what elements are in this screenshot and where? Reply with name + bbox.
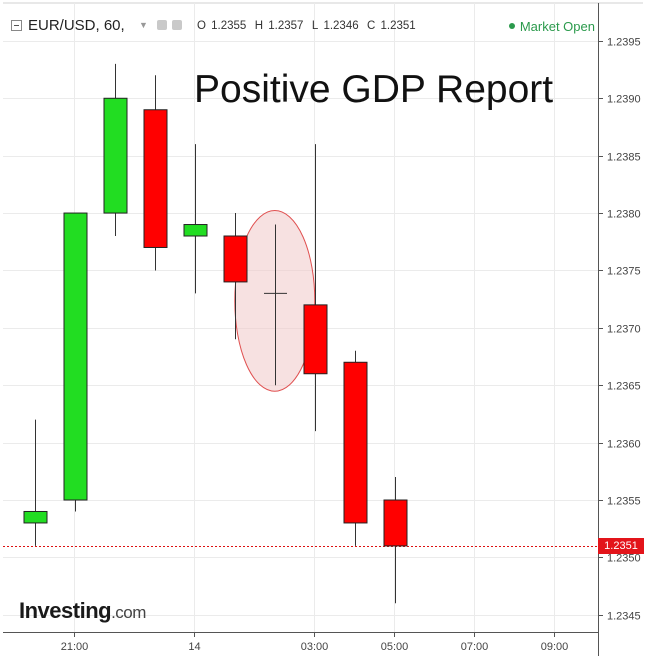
candle — [383, 477, 408, 604]
price-tick-label: 1.2365 — [607, 381, 641, 393]
collapse-icon[interactable] — [11, 20, 22, 31]
time-tick-label: 03:00 — [301, 641, 329, 653]
candles — [3, 63, 598, 604]
candle-body — [63, 212, 88, 501]
price-tick-label: 1.2375 — [607, 266, 641, 278]
logo-text: Investing — [19, 598, 112, 623]
symbol-label[interactable]: EUR/USD, 60, — [28, 17, 125, 34]
price-tick-label: 1.2360 — [607, 439, 641, 451]
eye-icon[interactable] — [157, 20, 167, 30]
candle — [303, 144, 328, 432]
price-tick-label: 1.2350 — [607, 553, 641, 565]
price-axis[interactable]: 1.2345 1.2350 1.2355 1.2360 1.2365 1.2370 1.23… — [598, 37, 641, 623]
time-tick-label: 09:00 — [541, 641, 569, 653]
time-tick-label: 14 — [188, 641, 200, 653]
price-tick-label: 1.2380 — [607, 209, 641, 221]
candle-body — [103, 97, 128, 214]
high-label: H — [254, 20, 264, 32]
low-value: 1.2346 — [323, 20, 359, 32]
status-dot-icon — [508, 23, 515, 29]
candle-body — [223, 235, 248, 283]
candle — [63, 212, 88, 512]
ohlc-readout: O 1.2355 H 1.2357 L 1.2346 C 1.2351 — [197, 20, 418, 32]
price-tick-label: 1.2345 — [607, 611, 641, 623]
time-axis[interactable]: 21:00 14 03:00 05:00 07:00 09:00 — [61, 632, 569, 653]
price-tick-label: 1.2370 — [607, 324, 641, 336]
candle — [343, 350, 368, 546]
market-status-text: Market Open — [519, 19, 595, 34]
last-price-badge: 1.2351 — [598, 538, 644, 554]
annotation-title: Positive GDP Report — [194, 68, 554, 111]
candle — [143, 75, 168, 271]
price-tick-label: 1.2395 — [607, 37, 641, 49]
candle-body — [23, 510, 48, 524]
time-tick-label: 05:00 — [381, 641, 409, 653]
time-tick-label: 21:00 — [61, 641, 89, 653]
price-tick-label: 1.2390 — [607, 94, 641, 106]
high-value: 1.2357 — [268, 20, 304, 32]
candle-body — [383, 499, 408, 547]
candle — [103, 63, 128, 237]
market-status: Market Open — [508, 19, 595, 34]
price-tick-label: 1.2355 — [607, 496, 641, 508]
open-label: O — [197, 20, 206, 32]
investing-logo: Investing.com — [19, 598, 146, 624]
highlight-ellipse — [234, 210, 316, 392]
candle — [23, 419, 48, 546]
candle — [223, 213, 248, 340]
price-tick-label: 1.2385 — [607, 152, 641, 164]
candle-body — [343, 361, 368, 524]
candle-body — [183, 224, 208, 237]
logo-suffix: .com — [111, 603, 146, 622]
candle-body — [143, 109, 168, 248]
low-label: L — [311, 20, 319, 32]
close-value: 1.2351 — [380, 20, 416, 32]
settings-icon[interactable] — [172, 20, 182, 30]
open-value: 1.2355 — [211, 20, 247, 32]
time-tick-label: 07:00 — [461, 641, 489, 653]
highlight-layer — [234, 210, 316, 392]
chart-header: EUR/USD, 60, ▼ O 1.2355 H 1.2357 L 1.234… — [0, 0, 646, 40]
close-label: C — [367, 20, 376, 32]
candle — [183, 144, 208, 294]
chevron-down-icon[interactable]: ▼ — [139, 20, 148, 30]
candle-body — [303, 304, 328, 375]
candle — [264, 224, 287, 386]
